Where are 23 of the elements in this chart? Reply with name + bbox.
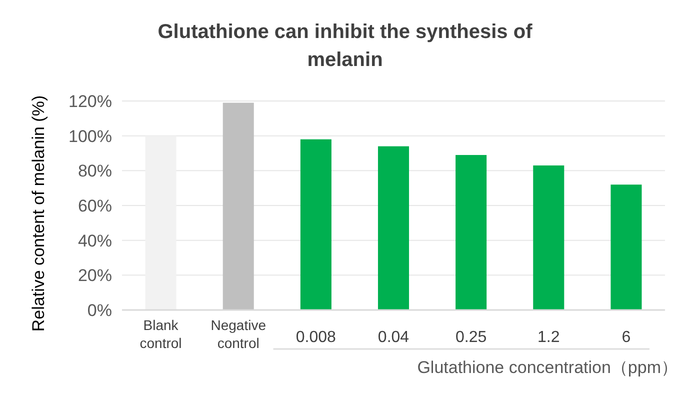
x-tick-label: Negative control: [210, 317, 266, 351]
x-tick-label: 0.25: [456, 329, 487, 346]
y-tick-label: 80%: [78, 162, 112, 181]
x-tick-label: 6: [622, 329, 631, 346]
chart-title: Glutathione can inhibit the synthesis of melanin: [158, 21, 533, 71]
y-tick-label: 40%: [78, 231, 112, 250]
y-tick-label: 0%: [87, 301, 112, 320]
x-tick-label: Blank control: [140, 317, 182, 351]
y-tick-label: 20%: [78, 266, 112, 286]
y-tick-label: 120%: [68, 92, 112, 111]
y-tick-label: 60%: [78, 196, 112, 216]
bar: [222, 102, 254, 310]
x-axis-title: Glutathione concentration（ppm）: [417, 358, 678, 377]
y-axis-title: Relative content of melanin (%): [29, 95, 48, 332]
bar: [378, 146, 410, 310]
bar: [533, 165, 564, 310]
x-tick-label: 1.2: [538, 329, 560, 346]
x-tick-label: 0.04: [378, 329, 410, 346]
bar: [456, 154, 487, 310]
bar: [300, 139, 332, 310]
y-tick-label: 100%: [68, 126, 112, 146]
bar: [610, 184, 642, 310]
x-tick-label: 0.008: [296, 329, 336, 346]
